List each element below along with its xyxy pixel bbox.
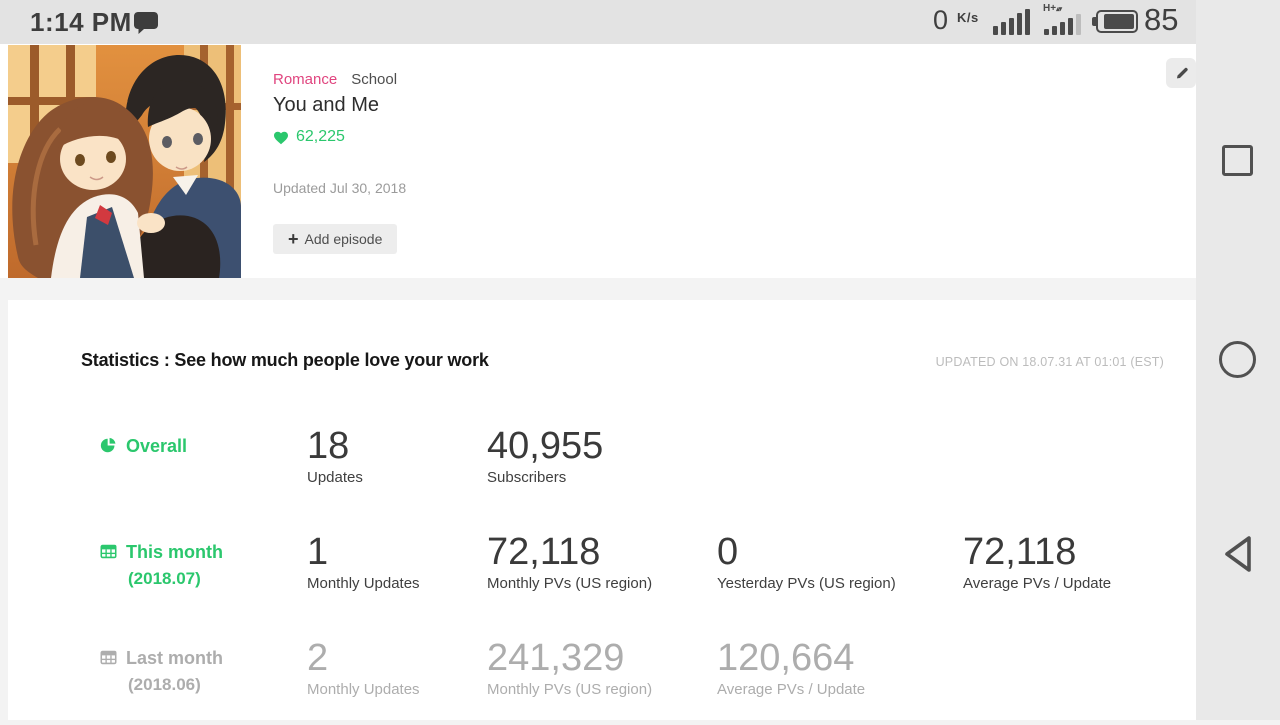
metric-label: Updates [307, 469, 363, 486]
navigation-sidebar [1196, 0, 1280, 720]
stat-metric: 72,118 Average PVs / Update [963, 531, 1111, 592]
metric-label: Average PVs / Update [963, 575, 1112, 592]
statistics-title: Statistics : See how much people love yo… [81, 350, 489, 370]
likes-count: 62,225 [273, 128, 345, 146]
metric-value: 72,118 [487, 531, 601, 573]
genre-school: School [351, 71, 398, 88]
metric-value: 241,329 [487, 637, 625, 679]
home-circle-icon[interactable] [1219, 341, 1256, 378]
heart-icon [274, 131, 288, 144]
metric-value: 40,955 [487, 425, 604, 467]
metric-label: Monthly Updates [307, 681, 420, 698]
pencil-icon [1176, 67, 1188, 78]
add-episode-button[interactable]: + Add episode [273, 224, 398, 254]
metric-label: Monthly PVs (US region) [487, 681, 653, 698]
metric-value: 1 [307, 531, 329, 573]
stat-metric: 1 Monthly Updates [307, 531, 420, 592]
stat-row-head: Last month (2018.06) [100, 645, 223, 698]
metric-label: Monthly PVs (US region) [487, 575, 653, 592]
genre-romance: Romance [273, 71, 338, 88]
genre-list: Romance School [273, 71, 397, 88]
stat-row-this-month: This month (2018.07) 1 Monthly Updates 72,11… [8, 531, 1196, 619]
stat-row-head: This month (2018.07) [100, 539, 223, 592]
stat-row-label: Overall [126, 436, 188, 456]
metric-label: Monthly Updates [307, 575, 420, 592]
recents-square-icon[interactable] [1222, 145, 1253, 176]
stat-row-sublabel: (2018.06) [128, 675, 201, 694]
metric-value: 18 [307, 425, 350, 467]
battery-icon [1092, 10, 1138, 33]
stat-row-label: Last month [126, 648, 223, 668]
stat-row-last-month: Last month (2018.06) 2 Monthly Updates 241,3… [8, 637, 1196, 725]
series-header-card: Romance School You and Me 62,225 Updated … [0, 44, 1196, 278]
stat-metric: 0 Yesterday PVs (US region) [717, 531, 896, 592]
clock: 1:14 PM [30, 7, 132, 37]
edit-series-button[interactable] [1166, 58, 1196, 88]
stat-metric: 241,329 Monthly PVs (US region) [487, 637, 652, 698]
stat-metric: 40,955 Subscribers [487, 425, 603, 486]
cellular-signal-icon [993, 9, 1030, 35]
plus-icon: + [288, 229, 299, 249]
statistics-updated-on: UPDATED ON 18.07.31 AT 01:01 (EST) [935, 355, 1164, 369]
stat-row-sublabel: (2018.07) [128, 569, 201, 588]
back-triangle-icon[interactable] [1220, 533, 1256, 575]
stat-metric: 18 Updates [307, 425, 363, 486]
hplus-signal-icon [1044, 14, 1081, 35]
metric-label: Yesterday PVs (US region) [717, 575, 896, 592]
metric-value: 72,118 [963, 531, 1077, 573]
series-cover-art[interactable] [8, 45, 241, 278]
chat-bubble-icon [133, 11, 159, 35]
stat-metric: 120,664 Average PVs / Update [717, 637, 865, 698]
stat-metric: 2 Monthly Updates [307, 637, 420, 698]
pie-chart-icon [100, 437, 117, 454]
series-title: You and Me [273, 94, 380, 116]
metric-label: Average PVs / Update [717, 681, 866, 698]
updated-date: Updated Jul 30, 2018 [273, 180, 407, 196]
battery-percent: 85 [1144, 2, 1179, 37]
hplus-network-type: H+▴▾ [1043, 3, 1062, 14]
stat-metric: 72,118 Monthly PVs (US region) [487, 531, 652, 592]
network-speed: 0 [933, 5, 949, 35]
calendar-table-icon [100, 543, 117, 560]
metric-value: 120,664 [717, 637, 855, 679]
stat-row-overall: Overall 18 Updates 40,955 Subscribers [8, 425, 1196, 513]
metric-value: 2 [307, 637, 329, 679]
metric-value: 0 [717, 531, 739, 573]
calendar-table-icon [100, 649, 117, 666]
metric-label: Subscribers [487, 469, 567, 486]
stat-row-label: This month [126, 542, 223, 562]
main-content: Romance School You and Me 62,225 Updated … [0, 44, 1196, 720]
status-bar: 1:14 PM 0 K/s H+▴▾ 85 [0, 0, 1196, 44]
stat-row-head: Overall [100, 433, 187, 459]
network-speed-unit: K/s [957, 10, 979, 25]
statistics-card: Statistics : See how much people love yo… [8, 300, 1196, 720]
